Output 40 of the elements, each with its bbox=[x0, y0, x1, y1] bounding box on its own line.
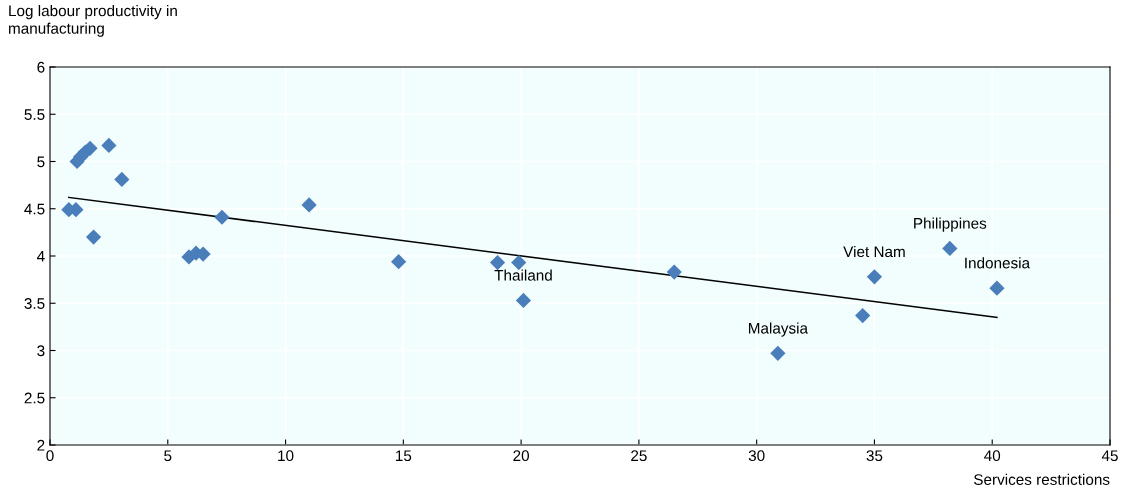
y-tick-label: 5.5 bbox=[24, 109, 45, 120]
point bbox=[101, 137, 117, 154]
x-axis-title: Services restrictions bbox=[974, 473, 1110, 485]
x-tick-label: 35 bbox=[866, 450, 883, 462]
x-tick-label: 10 bbox=[278, 450, 294, 462]
annotation: Malaysia bbox=[748, 322, 809, 337]
y-tick-label: 2.5 bbox=[24, 392, 45, 404]
annotation: Thailand bbox=[494, 269, 552, 281]
point bbox=[391, 254, 407, 270]
x-tick-label: 5 bbox=[164, 450, 172, 462]
point bbox=[942, 240, 958, 257]
x-tick-label: 40 bbox=[984, 450, 1001, 462]
annotation: Indonesia bbox=[965, 257, 1031, 269]
point bbox=[989, 280, 1005, 296]
x-tick-label: 25 bbox=[631, 450, 647, 462]
y-tick-label: 4.5 bbox=[24, 203, 45, 215]
x-tick-label: 30 bbox=[748, 450, 765, 462]
y-tick-label: 3.5 bbox=[24, 298, 45, 309]
point bbox=[214, 209, 230, 225]
point bbox=[489, 255, 506, 271]
x-tick-label: 15 bbox=[396, 450, 412, 462]
x-tick-label: 0 bbox=[46, 450, 54, 462]
y-tick-label: 4 bbox=[36, 251, 45, 262]
point bbox=[666, 264, 682, 280]
point bbox=[301, 197, 317, 213]
point bbox=[855, 307, 871, 324]
annotation: Philippines bbox=[914, 217, 987, 232]
x-tick-label: 45 bbox=[1101, 450, 1118, 462]
y-tick-label: 2 bbox=[37, 439, 45, 451]
point bbox=[866, 269, 883, 285]
point bbox=[85, 229, 102, 245]
y-tick-label: 3 bbox=[37, 345, 45, 357]
point bbox=[114, 171, 130, 188]
x-tick-label: 20 bbox=[513, 450, 530, 462]
annotation: Viet Nam bbox=[843, 245, 905, 258]
point bbox=[515, 292, 532, 309]
y-tick-label: 5 bbox=[37, 156, 45, 168]
y-axis-title: Log labour productivity in manufacturing bbox=[9, 5, 177, 37]
y-tick-label: 6 bbox=[37, 61, 45, 73]
point bbox=[770, 345, 786, 361]
